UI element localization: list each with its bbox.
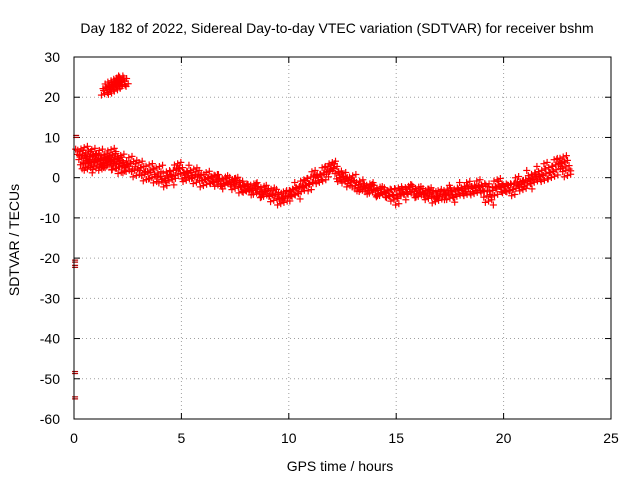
y-tick-label: 20 [44, 89, 60, 105]
y-tick-label: 30 [44, 49, 60, 65]
y-tick-label: -60 [40, 411, 60, 427]
plot-frame [73, 56, 612, 420]
y-tick-label: -50 [40, 371, 60, 387]
grid [74, 57, 611, 419]
y-tick-label: 0 [52, 170, 60, 186]
data-point [72, 396, 79, 400]
data-point [72, 259, 79, 263]
data-series-sdtvar [72, 72, 575, 400]
data-point [115, 72, 132, 90]
x-tick-label: 0 [70, 430, 78, 446]
data-point [557, 162, 575, 181]
x-tick-label: 15 [388, 430, 404, 446]
data-point [72, 370, 79, 375]
chart-title: Day 182 of 2022, Sidereal Day-to-day VTE… [80, 20, 593, 36]
x-tick-label: 20 [496, 430, 512, 446]
data-point [329, 164, 347, 183]
y-tick-label: -10 [40, 210, 60, 226]
x-tick-label: 5 [178, 430, 186, 446]
data-point [480, 191, 497, 209]
x-axis-label: GPS time / hours [287, 458, 394, 474]
data-point [553, 152, 570, 169]
data-point [149, 161, 167, 178]
y-tick-label: -30 [40, 290, 60, 306]
data-point [72, 264, 79, 268]
y-tick-label: -40 [40, 331, 60, 347]
x-tick-label: 10 [281, 430, 297, 446]
data-point [510, 172, 527, 191]
axis-ticks [73, 56, 612, 420]
x-tick-labels: 0 5 10 15 20 25 [70, 430, 619, 446]
data-point [540, 158, 558, 177]
y-tick-labels: 30 20 10 0 -10 -20 -30 -40 -50 -60 [40, 49, 60, 427]
y-axis-label: SDTVAR / TECUs [6, 184, 22, 296]
x-tick-label: 25 [603, 430, 619, 446]
y-tick-label: -20 [40, 250, 60, 266]
y-tick-label: 10 [44, 129, 60, 145]
